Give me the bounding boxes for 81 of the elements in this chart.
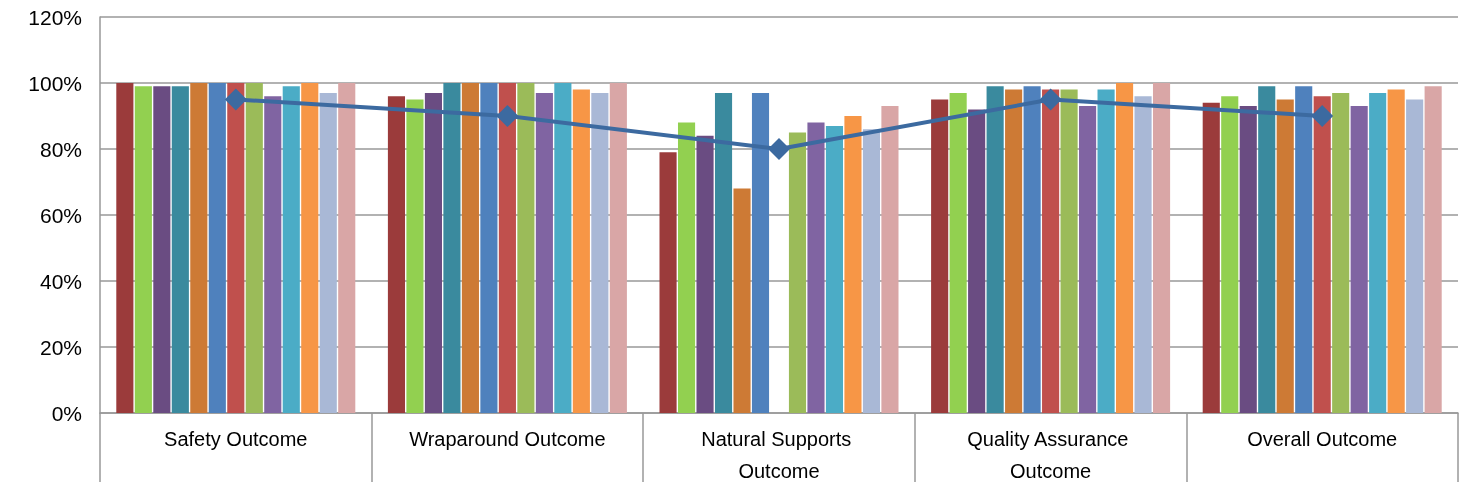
bar [1097, 89, 1115, 413]
bar [1005, 89, 1023, 413]
bar [788, 132, 807, 413]
bar [1258, 86, 1276, 413]
y-tick-label: 20% [39, 335, 82, 359]
bar [609, 83, 627, 413]
bar [1332, 92, 1350, 413]
bar [1295, 86, 1313, 413]
bar [986, 86, 1004, 413]
bar [282, 86, 300, 413]
bar [319, 92, 337, 413]
bar [301, 83, 319, 413]
x-tick-label: Wraparound Outcome [409, 428, 606, 450]
bar [116, 83, 134, 413]
bar [461, 83, 479, 413]
bar [1060, 89, 1078, 413]
bar [1134, 96, 1152, 413]
y-tick-label: 0% [51, 401, 82, 425]
bar [1202, 102, 1220, 413]
bar [208, 83, 226, 413]
bar [387, 96, 406, 413]
x-tick-label: Quality Assurance Outcome [967, 428, 1134, 482]
bar [1406, 99, 1424, 413]
point [768, 138, 790, 160]
bar [751, 92, 770, 413]
bar [1023, 86, 1041, 413]
bar [1313, 96, 1331, 413]
bar [134, 86, 152, 413]
bar [1221, 96, 1239, 413]
bar [245, 83, 263, 413]
bar [1387, 89, 1405, 413]
bar [807, 122, 825, 413]
y-tick-label: 60% [39, 203, 82, 227]
bar [480, 83, 498, 413]
y-tick-label: 80% [39, 137, 82, 161]
bar [696, 135, 714, 413]
bar [714, 92, 733, 413]
x-tick-label: Overall Outcome [1247, 428, 1398, 450]
bar [733, 188, 751, 413]
bar [881, 106, 899, 413]
bar [1424, 86, 1442, 413]
bar [406, 99, 424, 413]
y-tick-label: 120% [28, 5, 82, 29]
bar [825, 125, 844, 413]
bar [535, 92, 553, 413]
bar [659, 152, 677, 413]
bar [1152, 83, 1171, 413]
bar [591, 92, 609, 413]
bar [171, 86, 189, 413]
bar [264, 96, 282, 413]
bar [424, 92, 442, 413]
bar [1116, 83, 1134, 413]
point [1311, 105, 1334, 127]
bar [844, 116, 862, 413]
bar [190, 83, 208, 413]
y-tick-label: 40% [39, 269, 82, 293]
bar [1276, 99, 1294, 413]
bar [227, 83, 245, 413]
bar [554, 83, 572, 413]
bar [1042, 89, 1060, 413]
bar [1369, 92, 1387, 413]
bar [338, 83, 356, 413]
bar [498, 83, 516, 413]
x-tick-label: Safety Outcome [164, 428, 308, 450]
point [224, 88, 247, 111]
bar [443, 83, 461, 413]
bar [1239, 106, 1257, 413]
bar [1079, 106, 1097, 413]
bar [153, 86, 171, 413]
bar [931, 99, 949, 413]
bar [862, 129, 881, 413]
point [496, 105, 519, 127]
y-tick-label: 100% [28, 71, 82, 95]
bar [968, 109, 986, 413]
bar [949, 92, 967, 413]
bar [1350, 106, 1368, 413]
bar [572, 89, 590, 413]
bar [517, 83, 535, 413]
x-tick-label: Natural Supports Outcome [701, 428, 857, 482]
point [1039, 88, 1062, 111]
bar [677, 122, 696, 413]
